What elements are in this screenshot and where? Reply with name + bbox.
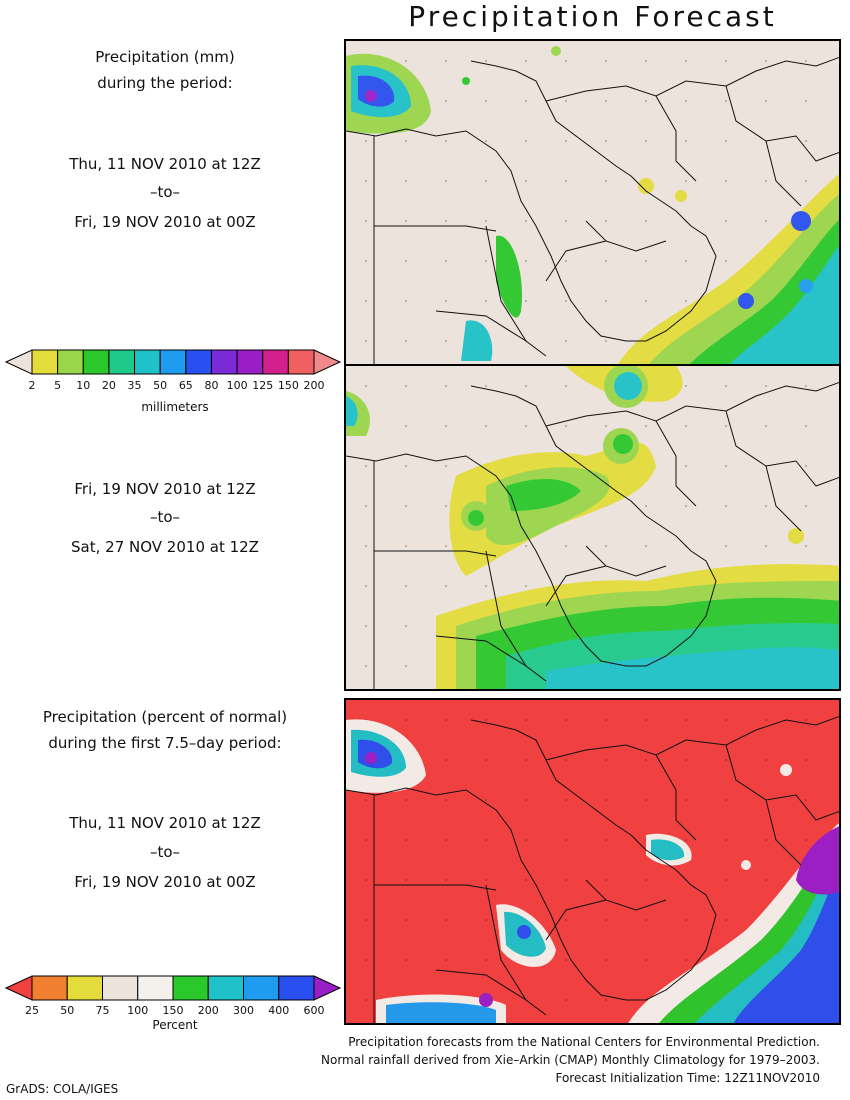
colorbar-tick-label: 35 <box>127 379 142 392</box>
panel3-start-date: Thu, 11 NOV 2010 at 12Z <box>69 814 261 832</box>
colorbar-arrow-high <box>313 975 342 1001</box>
map-percent-normal <box>344 698 841 1025</box>
colorbar-tick-label: 100 <box>226 379 248 392</box>
mm-colorbar-unit: millimeters <box>141 400 209 414</box>
panel1-to: –to– <box>149 183 181 201</box>
footer-init-time: Forecast Initialization Time: 12Z11NOV20… <box>555 1071 820 1085</box>
colorbar-tick-label: 100 <box>127 1004 149 1017</box>
colorbar-arrow-low <box>4 349 33 375</box>
colorbar-segment <box>172 975 209 1001</box>
panel3-heading-line2: during the first 7.5–day period: <box>48 734 282 752</box>
colorbar-segment <box>210 349 238 375</box>
colorbar-tick-label: 200 <box>303 379 325 392</box>
colorbar-segment <box>31 349 59 375</box>
footer-source-line: Precipitation forecasts from the Nationa… <box>348 1035 820 1049</box>
page-title: Precipitation Forecast <box>408 0 777 33</box>
colorbar-tick-label: 65 <box>178 379 193 392</box>
panel1-heading-line2: during the period: <box>97 74 233 92</box>
colorbar-segment <box>185 349 212 375</box>
colorbar-segment <box>108 349 136 375</box>
colorbar-tick-label: 20 <box>101 379 116 392</box>
panel1-heading-line1: Precipitation (mm) <box>95 48 235 66</box>
colorbar-tick-label: 150 <box>162 1004 184 1017</box>
colorbar-tick-label: 10 <box>76 379 91 392</box>
colorbar-segment <box>262 349 289 375</box>
colorbar-tick-label: 300 <box>233 1004 254 1017</box>
map-precip-week2 <box>344 364 841 691</box>
colorbar-tick-label: 400 <box>268 1004 290 1017</box>
colorbar-segment <box>278 975 315 1001</box>
panel3-to: –to– <box>149 843 181 861</box>
panel3-heading-line1: Precipitation (percent of normal) <box>42 708 288 726</box>
colorbar-tick-label: 200 <box>197 1004 219 1017</box>
colorbar-segment <box>236 349 264 375</box>
pct-colorbar-unit: Percent <box>152 1018 198 1032</box>
colorbar-segment <box>137 975 174 1001</box>
colorbar-tick-label: 25 <box>25 1004 39 1017</box>
colorbar-tick-label: 50 <box>60 1004 75 1017</box>
colorbar-segment <box>57 349 84 375</box>
colorbar-segment <box>82 349 110 375</box>
colorbar-segment <box>31 975 68 1001</box>
map-precip-week1 <box>344 39 841 366</box>
colorbar-segment <box>287 349 315 375</box>
colorbar-tick-label: 50 <box>153 379 168 392</box>
colorbar-segment <box>243 975 280 1001</box>
panel2-start-date: Fri, 19 NOV 2010 at 12Z <box>74 480 256 498</box>
panel3-end-date: Fri, 19 NOV 2010 at 00Z <box>74 873 256 891</box>
colorbar-segment <box>66 975 103 1001</box>
colorbar-tick-label: 125 <box>252 379 274 392</box>
colorbar-arrow-low <box>4 975 33 1001</box>
colorbar-segment <box>134 349 161 375</box>
pct-colorbar <box>4 975 342 1001</box>
colorbar-segment <box>207 975 244 1001</box>
mm-colorbar <box>4 349 342 375</box>
colorbar-tick-label: 5 <box>54 379 62 392</box>
colorbar-tick-label: 150 <box>277 379 299 392</box>
colorbar-segment <box>102 975 139 1001</box>
colorbar-arrow-high <box>313 349 342 375</box>
panel1-start-date: Thu, 11 NOV 2010 at 12Z <box>69 155 261 173</box>
colorbar-tick-label: 80 <box>204 379 219 392</box>
grads-credit: GrADS: COLA/IGES <box>6 1082 119 1096</box>
colorbar-tick-label: 2 <box>28 379 36 392</box>
panel2-to: –to– <box>149 508 181 526</box>
panel2-end-date: Sat, 27 NOV 2010 at 12Z <box>71 538 259 556</box>
footer-climatology-line: Normal rainfall derived from Xie–Arkin (… <box>321 1053 820 1067</box>
colorbar-tick-label: 600 <box>303 1004 325 1017</box>
panel1-end-date: Fri, 19 NOV 2010 at 00Z <box>74 213 256 231</box>
colorbar-segment <box>159 349 187 375</box>
colorbar-tick-label: 75 <box>95 1004 110 1017</box>
